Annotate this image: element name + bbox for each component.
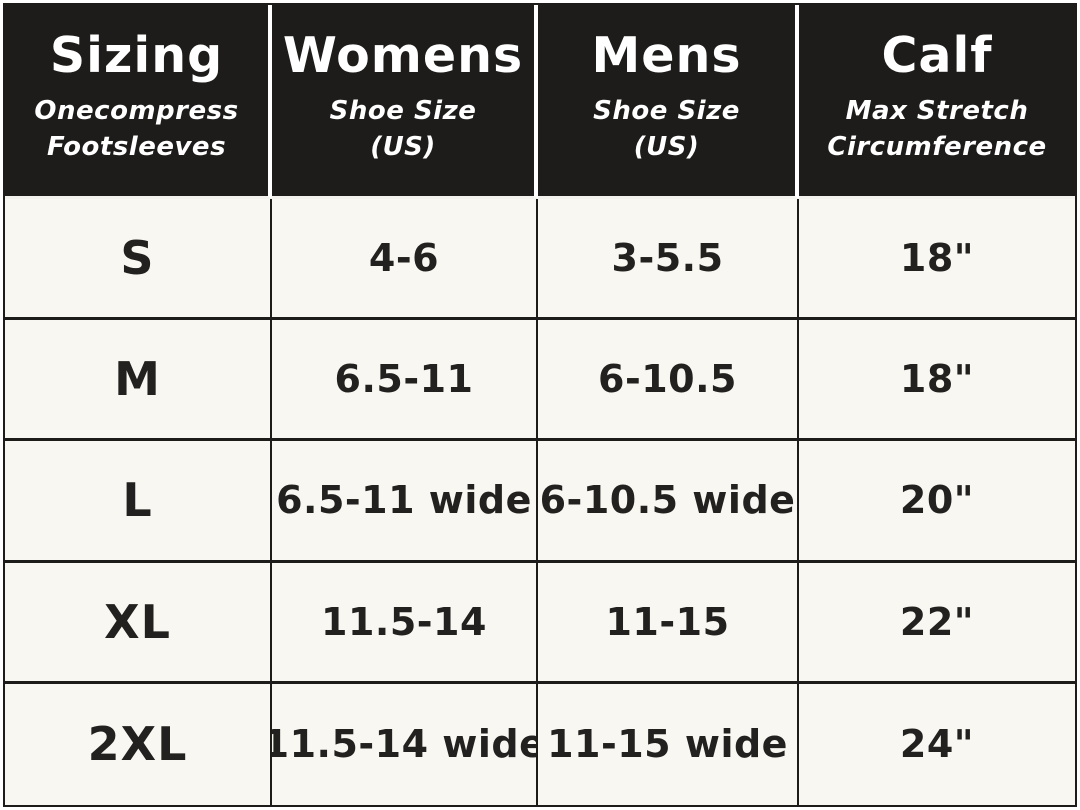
header-womens-title: Womens [282,26,524,84]
header-sizing-title: Sizing [49,26,224,84]
calf-value-m: 18" [799,320,1075,442]
sizing-table: Sizing Onecompress Footsleeves Womens Sh… [3,3,1077,807]
header-womens-subtitle-line1: Shoe Size [329,95,477,126]
header-womens-subtitle-line2: (US) [370,132,436,163]
womens-value-l: 6.5-11 wide [272,441,538,563]
calf-value-2xl: 24" [799,683,1075,805]
mens-value-l: 6-10.5 wide [538,441,800,563]
header-sizing-subtitle-line1: Onecompress [34,95,239,126]
size-label-s: S [5,199,272,321]
header-mens: Mens Shoe Size (US) [538,5,800,199]
size-label-2xl: 2XL [5,683,272,805]
header-mens-subtitle-line1: Shoe Size [593,95,740,126]
calf-value-s: 18" [799,199,1075,321]
mens-value-xl: 11-15 [538,562,800,684]
womens-value-m: 6.5-11 [272,320,538,442]
mens-value-m: 6-10.5 [538,320,800,442]
header-calf-subtitle-line2: Circumference [827,132,1047,163]
header-sizing-subtitle: Onecompress Footsleeves [34,93,238,167]
calf-value-l: 20" [799,441,1075,563]
header-sizing: Sizing Onecompress Footsleeves [5,5,272,199]
header-womens-subtitle: Shoe Size (US) [330,93,477,167]
header-calf-title: Calf [881,26,993,84]
size-label-xl: XL [5,562,272,684]
womens-value-s: 4-6 [272,199,538,321]
header-mens-title: Mens [591,26,742,84]
womens-value-xl: 11.5-14 [272,562,538,684]
mens-value-2xl: 11-15 wide [538,683,800,805]
calf-value-xl: 22" [799,562,1075,684]
header-calf-subtitle: Max Stretch Circumference [827,93,1046,167]
womens-value-2xl: 11.5-14 wide [272,683,538,805]
header-sizing-subtitle-line2: Footsleeves [46,132,227,163]
header-calf: Calf Max Stretch Circumference [799,5,1075,199]
header-mens-subtitle: Shoe Size (US) [593,93,740,167]
size-label-m: M [5,320,272,442]
header-calf-subtitle-line1: Max Stretch [845,95,1029,126]
header-womens: Womens Shoe Size (US) [272,5,538,199]
header-mens-subtitle-line2: (US) [633,132,700,163]
mens-value-s: 3-5.5 [538,199,800,321]
size-label-l: L [5,441,272,563]
